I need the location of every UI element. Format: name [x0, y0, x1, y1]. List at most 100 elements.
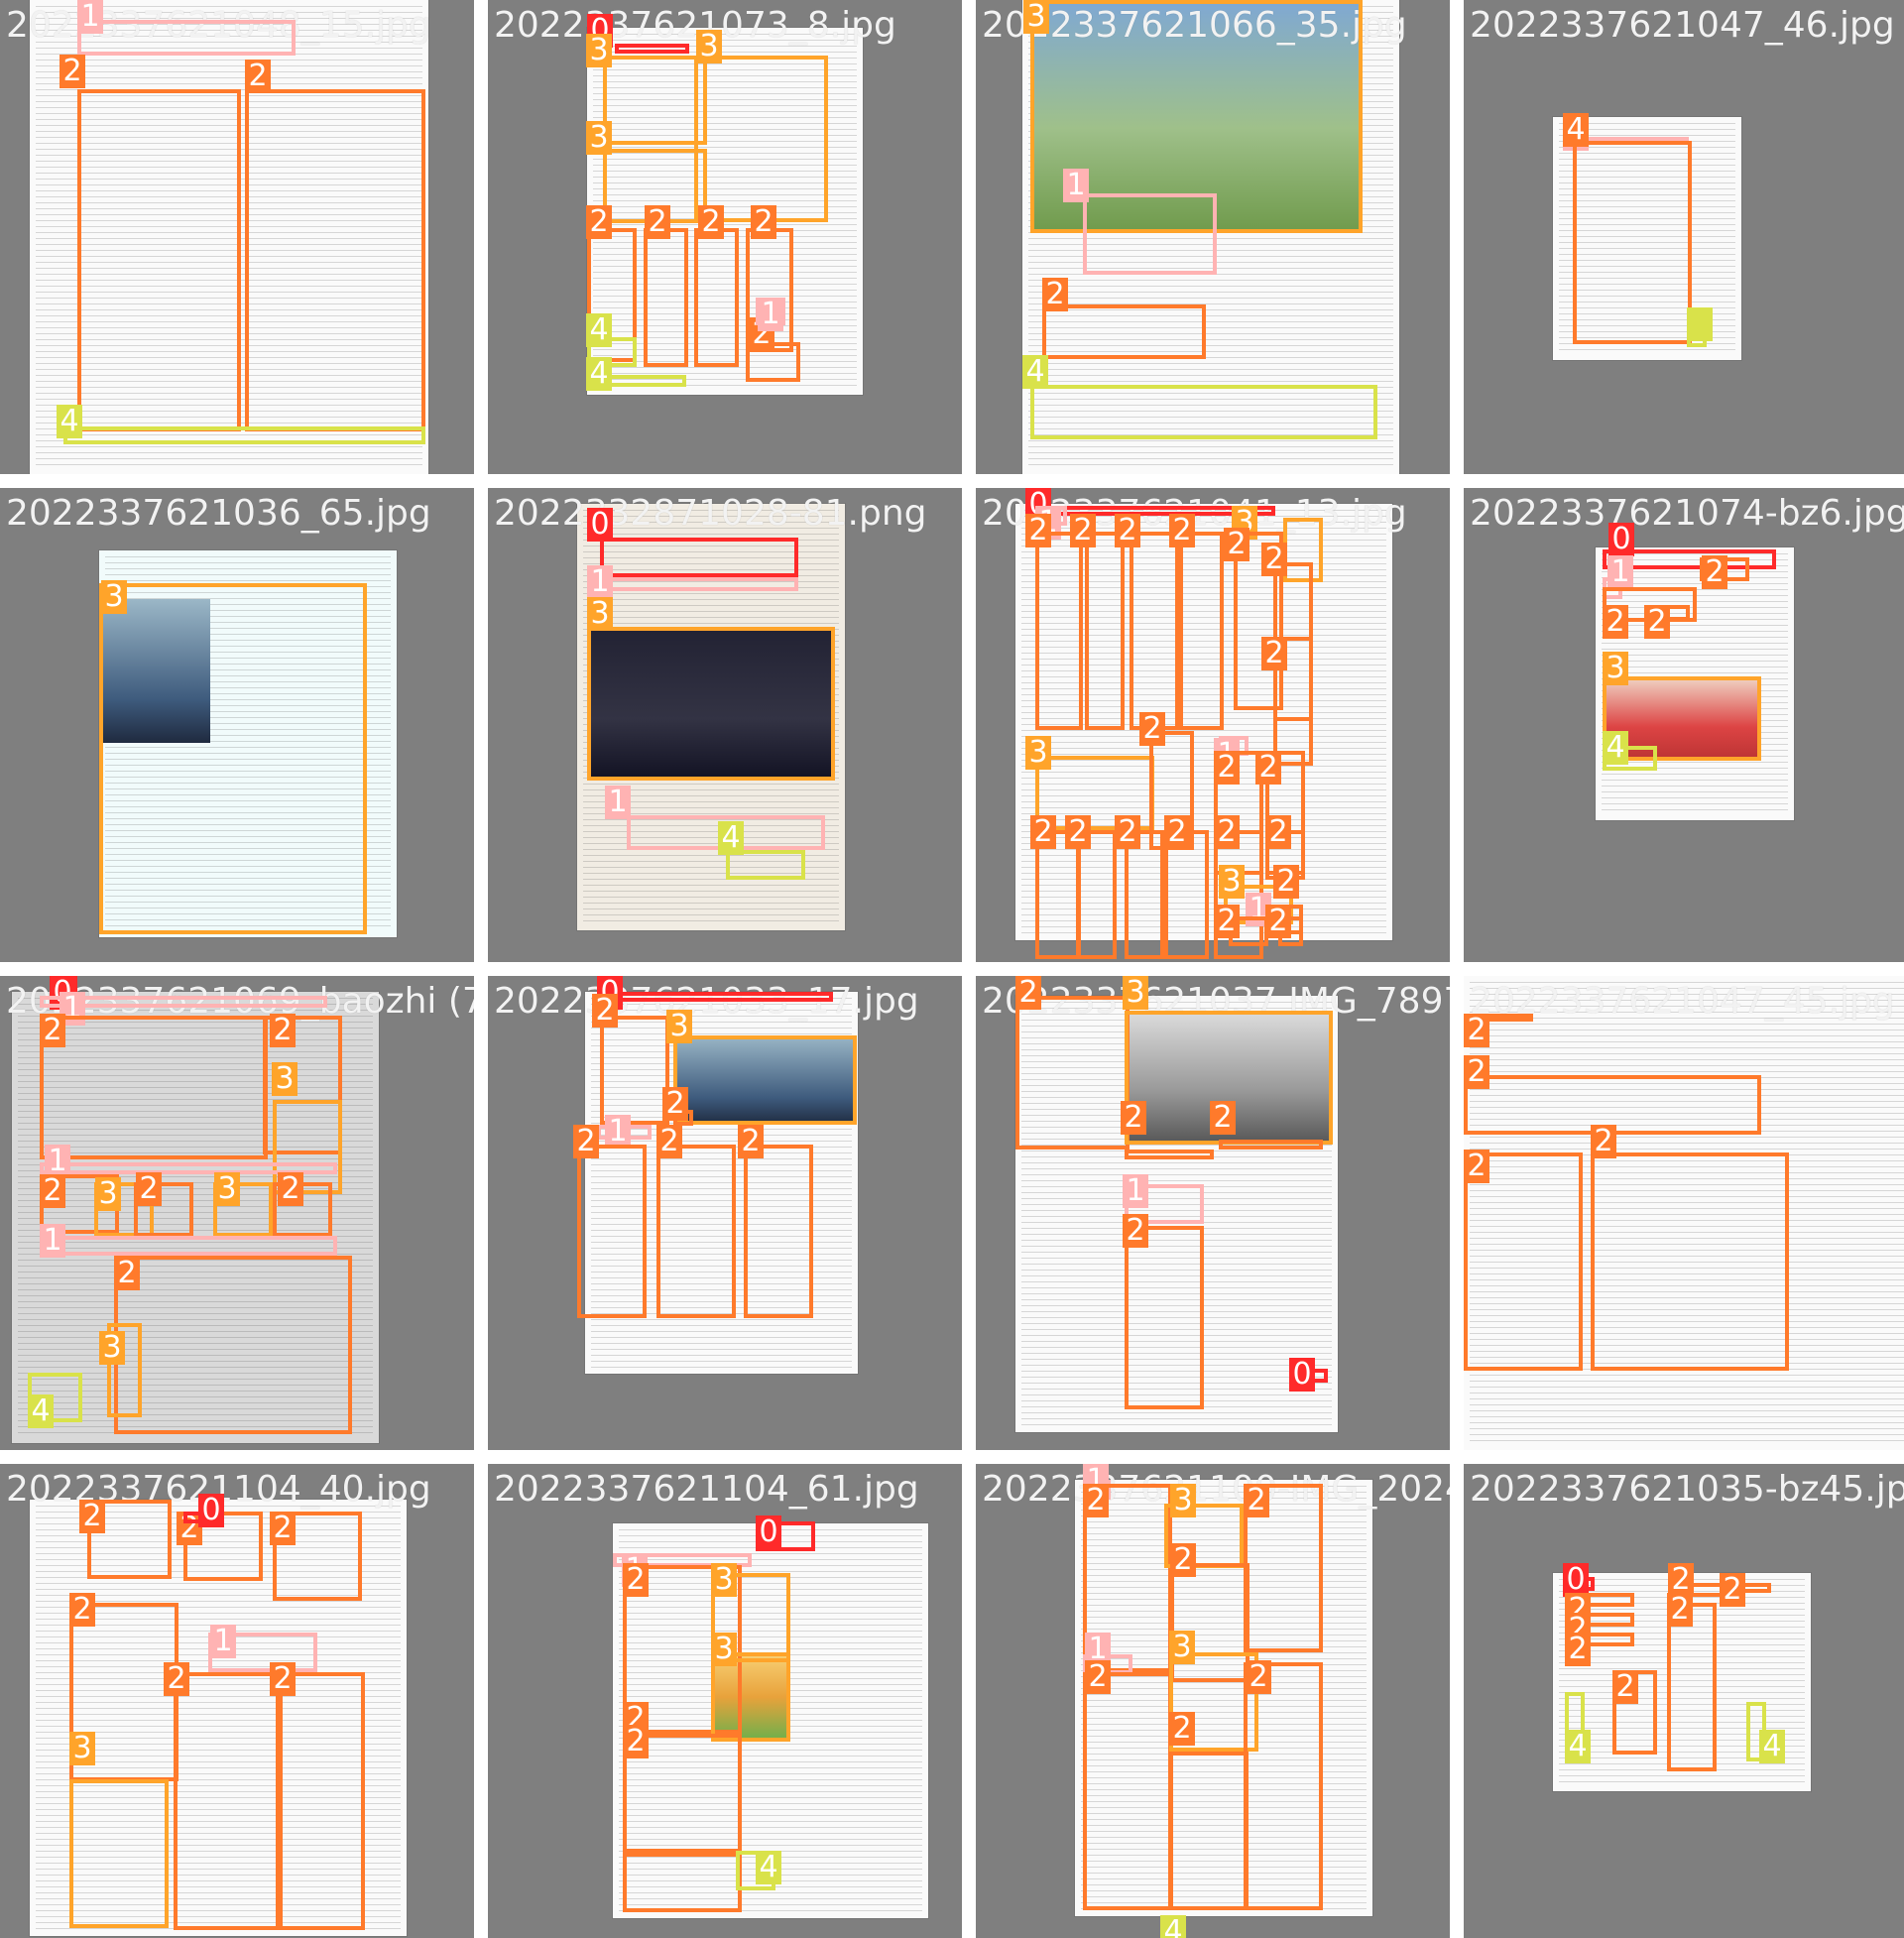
class-label-tag: 1	[1123, 1174, 1148, 1208]
class-label-tag: 2	[270, 1014, 296, 1047]
class-label-tag: 2	[69, 1593, 95, 1627]
tile-filename: 2022337621074-bz6.jpg	[1470, 493, 1904, 534]
tile-filename: 2022337621047_45.jpg	[1470, 981, 1895, 1022]
mosaic-tile: 2022337621035-bz45.jpg 0 2 2 2 2 2 2 2 4 4	[1464, 1464, 1904, 1938]
class-label-tag: 2	[1065, 815, 1091, 849]
mosaic-tile: 2022337621100-IMG_20241002_162239.jpg123…	[976, 1464, 1450, 1938]
layout-box-class-2	[77, 89, 241, 431]
class-label-tag: 2	[656, 1125, 682, 1158]
layout-box-class-2	[276, 1672, 365, 1930]
tile-filename: 2022337621048_15.jpg	[6, 5, 431, 46]
layout-box-class-4	[726, 850, 805, 880]
layout-box-class-2	[623, 1734, 742, 1853]
class-label-tag: 2	[1015, 976, 1041, 1010]
class-label-tag	[1687, 307, 1713, 341]
class-label-tag: 2	[245, 60, 271, 93]
class-label-tag: 4	[1759, 1730, 1785, 1763]
layout-box-class-0	[615, 44, 689, 54]
tile-filename: 2022337621037 IMG_7897.JPG	[982, 981, 1450, 1022]
class-label-tag: 2	[1164, 815, 1190, 849]
class-label-tag: 2	[1214, 815, 1240, 849]
class-label-tag: 2	[1464, 1014, 1489, 1047]
layout-box-class-4	[587, 337, 637, 367]
class-label-tag: 4	[756, 1851, 781, 1884]
class-label-tag: 2	[586, 205, 612, 239]
tile-filename: 2022337621047_46.jpg	[1470, 5, 1895, 46]
document-photo	[30, 1500, 407, 1936]
layout-box-class-1	[77, 20, 296, 56]
mosaic-tile: 2022337621069_baozhi (7).jpg012231232321…	[0, 976, 474, 1450]
class-label-tag: 1	[210, 1625, 236, 1658]
document-photo	[1553, 117, 1741, 360]
class-label-tag: 1	[1063, 169, 1089, 202]
class-label-tag: 2	[662, 1087, 688, 1121]
class-label-tag: 2	[1139, 712, 1165, 746]
photo-region	[673, 1035, 857, 1125]
class-label-tag: 2	[60, 55, 85, 88]
class-label-tag: 0	[1608, 523, 1634, 556]
layout-box-class-2	[114, 1256, 352, 1434]
layout-box-class-3	[711, 1652, 790, 1742]
class-label-tag: 2	[1083, 1484, 1109, 1517]
class-label-tag: 2	[1255, 751, 1281, 785]
class-label-tag: 2	[1214, 751, 1240, 785]
layout-box-class-2	[273, 1512, 362, 1601]
class-label-tag: 2	[1121, 1101, 1146, 1135]
class-label-tag: 0	[198, 1494, 224, 1527]
layout-box-class-2	[577, 1145, 647, 1318]
class-label-tag: 2	[1169, 514, 1195, 547]
tile-filename: 2022337621035-bz45.jpg	[1470, 1469, 1904, 1510]
class-label-tag: 2	[751, 205, 776, 239]
class-label-tag: 2	[1667, 1593, 1693, 1627]
mosaic-tile: 2022337621074-bz6.jpg 0 1 2 2 2 3 4	[1464, 488, 1904, 962]
layout-box-class-2	[1077, 830, 1117, 959]
mosaic-tile: 2022337621104_40.jpg 2 2 0 2 2 1 2 2 3	[0, 1464, 474, 1938]
layout-box-class-3	[107, 1323, 142, 1417]
layout-box-class-3	[273, 1100, 342, 1194]
class-label-tag: 3	[711, 1563, 737, 1597]
class-label-tag: 2	[1265, 905, 1291, 938]
document-text-texture	[593, 34, 857, 389]
layout-box-class-2	[1244, 1662, 1323, 1910]
layout-box-class-3	[694, 56, 828, 222]
class-label-tag: 1	[587, 565, 613, 599]
layout-box-class-1	[1083, 193, 1217, 275]
class-label-tag: 2	[40, 1174, 65, 1208]
class-label-tag: 0	[587, 508, 613, 542]
class-label-tag: 2	[592, 994, 618, 1028]
layout-box-class-2	[245, 89, 425, 431]
layout-box-class-4	[63, 426, 425, 444]
layout-box-class-2	[1170, 1563, 1250, 1682]
layout-box-class-2	[1179, 532, 1224, 730]
class-label-tag: 1	[605, 1115, 631, 1149]
class-label-tag: 2	[1668, 1563, 1694, 1597]
document-text-texture	[18, 998, 373, 1437]
layout-box-class-2	[644, 228, 688, 367]
mosaic-tile: 2022337621047_46.jpg24	[1464, 0, 1904, 474]
layout-box-class-3	[99, 583, 367, 934]
mosaic-tile: 2022337621104_61.jpg01233224	[488, 1464, 962, 1938]
photo-region	[101, 599, 210, 743]
class-label-tag: 2	[623, 1563, 649, 1597]
class-label-tag: 0	[1563, 1563, 1589, 1597]
tile-filename: 2022332871028-81.png	[494, 493, 927, 534]
class-label-tag: 2	[1246, 1660, 1271, 1694]
mosaic-tile: 2022337621037 IMG_7897.JPG2322120	[976, 976, 1450, 1450]
layout-box-class-3	[1030, 0, 1363, 233]
class-label-tag: 3	[1169, 1631, 1195, 1664]
class-label-tag: 3	[99, 1331, 125, 1365]
class-label-tag: 3	[587, 597, 613, 631]
layout-box-class-2	[694, 228, 739, 367]
class-label-tag: 3	[586, 121, 612, 155]
class-label-tag: 2	[1214, 905, 1240, 938]
class-label-tag: 3	[1025, 736, 1051, 770]
class-label-tag: 3	[1023, 0, 1049, 34]
class-label-tag: 3	[95, 1177, 121, 1211]
class-label-tag: 2	[136, 1172, 162, 1206]
layout-box-class-0	[600, 992, 833, 1002]
layout-box-class-2	[1234, 532, 1283, 710]
class-label-tag: 4	[57, 405, 82, 438]
class-label-tag: 4	[586, 357, 612, 391]
layout-box-class-1	[40, 996, 327, 1008]
